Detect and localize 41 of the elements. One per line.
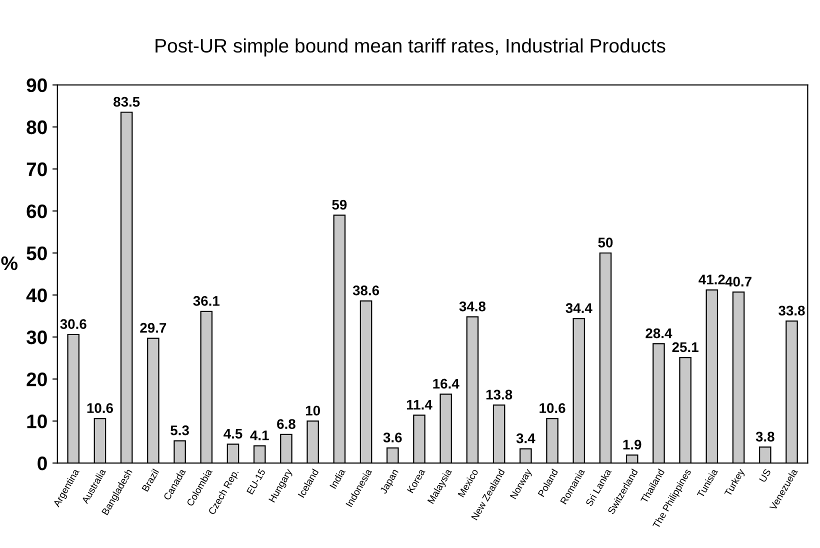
data-label: 29.7 <box>140 322 166 333</box>
y-tick-label: 50 <box>26 246 47 260</box>
data-label: 13.8 <box>486 390 512 400</box>
data-label: 30.6 <box>60 319 86 329</box>
data-label: 3.6 <box>383 432 402 442</box>
data-label: 28.4 <box>646 328 672 338</box>
data-label: 25.1 <box>672 342 698 352</box>
data-label: 83.5 <box>114 96 140 107</box>
data-label: 41.2 <box>698 274 725 284</box>
y-tick-label: 70 <box>26 162 47 176</box>
y-tick-label: 30 <box>26 330 47 344</box>
data-label: 3.4 <box>516 433 536 444</box>
data-label: 36.1 <box>193 296 220 306</box>
y-axis-title: % <box>1 256 18 270</box>
data-label: 10.6 <box>87 403 113 414</box>
y-tick-label: 10 <box>27 414 47 428</box>
data-label: 34.4 <box>566 303 592 314</box>
y-tick-label: 40 <box>26 288 47 302</box>
data-label: 6.8 <box>277 419 296 429</box>
data-label: 4.1 <box>250 430 269 440</box>
data-label: 5.3 <box>170 425 189 436</box>
data-label: 10 <box>306 406 320 416</box>
y-tick-label: 90 <box>26 78 47 92</box>
data-label: 33.8 <box>778 306 805 316</box>
y-tick-label: 20 <box>26 372 47 386</box>
data-label: 1.9 <box>623 440 642 450</box>
data-label: 38.6 <box>352 286 380 296</box>
data-label: 16.4 <box>433 378 460 389</box>
y-tick-label: 80 <box>26 120 47 134</box>
data-label: 10.6 <box>540 403 566 414</box>
data-label: 3.8 <box>756 432 774 442</box>
data-label: 4.5 <box>224 428 242 439</box>
data-label: 59 <box>332 200 347 210</box>
data-label: 50 <box>598 238 613 248</box>
data-label: 34.8 <box>459 301 486 312</box>
y-tick-label: 0 <box>38 456 47 470</box>
y-tick-label: 60 <box>26 204 47 218</box>
data-label: 40.7 <box>725 276 752 287</box>
data-label: 11.4 <box>406 400 432 410</box>
chart-title: Post-UR simple bound mean tariff rates, Industrial Products <box>156 38 666 56</box>
x-tick-label: US <box>758 468 772 483</box>
